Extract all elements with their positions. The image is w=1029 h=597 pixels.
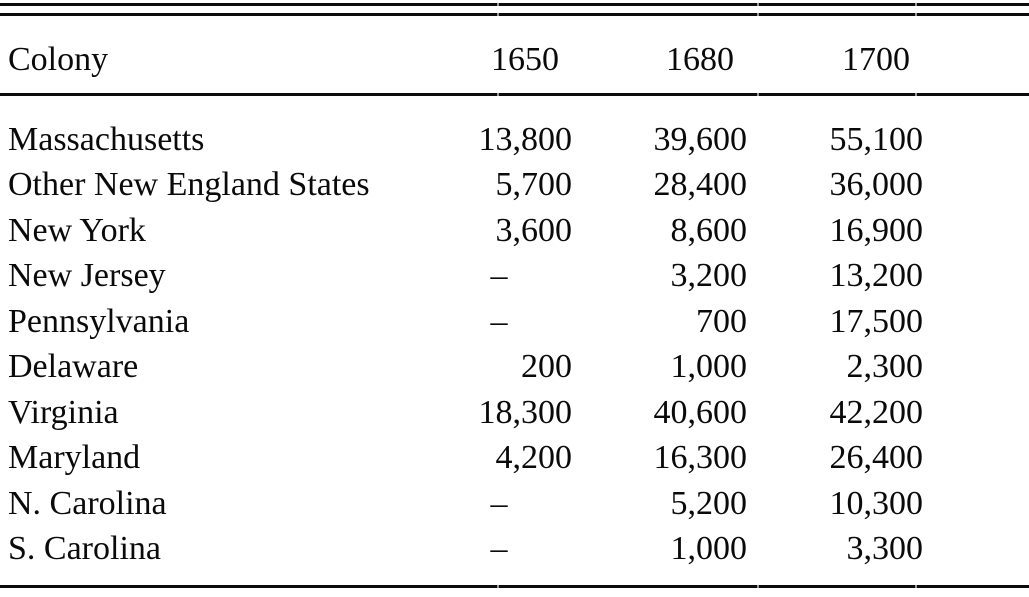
- cell-1680-value: 39,600: [653, 120, 748, 158]
- cell-1700-value: 13,200: [829, 257, 924, 295]
- cell-trailing-space: [923, 254, 1029, 300]
- cell-trailing-space: [923, 299, 1029, 345]
- cell-1680-value: 700: [696, 302, 747, 340]
- cell-1700-value: 26,400: [829, 439, 924, 477]
- cell-1650-value: 5,700: [495, 166, 573, 204]
- table-row: N. Carolina – 5,200 10,300: [0, 481, 1029, 527]
- cell-1700-value: 55,100: [829, 120, 924, 158]
- column-header-1700: 1700: [842, 40, 910, 78]
- cell-colony-name: S. Carolina: [8, 530, 161, 568]
- cell-colony-name: New Jersey: [8, 257, 166, 295]
- cell-1700-value: 16,900: [829, 211, 924, 249]
- cell-1680-value: 8,600: [670, 211, 748, 249]
- spacer-row: [0, 93, 1029, 117]
- table-row: Delaware 200 1,000 2,300: [0, 345, 1029, 391]
- table-row: Massachusetts 13,800 39,600 55,100: [0, 117, 1029, 163]
- cell-1700-value: 42,200: [829, 393, 924, 431]
- cell-colony-name: Other New England States: [8, 166, 370, 204]
- column-divider-tick: [757, 93, 759, 96]
- cell-1680-value: 1,000: [670, 530, 748, 568]
- cell-1680-value: 5,200: [670, 484, 748, 522]
- cell-trailing-space: [923, 117, 1029, 163]
- cell-1650-value: –: [490, 484, 508, 522]
- cell-trailing-space: [923, 345, 1029, 391]
- table-row: Maryland 4,200 16,300 26,400: [0, 436, 1029, 482]
- cell-colony-name: N. Carolina: [8, 484, 167, 522]
- column-divider-tick: [497, 585, 499, 588]
- cell-1650-value: –: [490, 530, 508, 568]
- cell-1650-value: 200: [521, 348, 572, 386]
- cell-1700-value: 10,300: [829, 484, 924, 522]
- column-divider-tick: [757, 585, 759, 588]
- column-header-colony: Colony: [8, 40, 109, 78]
- column-header-1650: 1650: [491, 40, 559, 78]
- cell-1680-value: 40,600: [653, 393, 748, 431]
- cell-colony-name: Massachusetts: [8, 120, 205, 158]
- cell-1650-value: 3,600: [495, 211, 573, 249]
- column-header-1680: 1680: [666, 40, 734, 78]
- header-row: Colony 1650 1680 1700: [0, 0, 1029, 93]
- table-row: New Jersey – 3,200 13,200: [0, 254, 1029, 300]
- cell-1680-value: 3,200: [670, 257, 748, 295]
- cell-1650-value: 18,300: [478, 393, 573, 431]
- cell-trailing-space: [923, 163, 1029, 209]
- column-divider-tick: [757, 13, 759, 16]
- cell-1700-value: 3,300: [846, 530, 924, 568]
- cell-1700-value: 17,500: [829, 302, 924, 340]
- column-divider-tick: [915, 13, 917, 16]
- cell-colony-name: Virginia: [8, 393, 119, 431]
- column-divider-tick: [915, 3, 917, 6]
- cell-1650-value: 13,800: [478, 120, 573, 158]
- cell-1680-value: 28,400: [653, 166, 748, 204]
- column-divider-tick: [915, 93, 917, 96]
- cell-trailing-space: [923, 208, 1029, 254]
- table-row: Pennsylvania – 700 17,500: [0, 299, 1029, 345]
- table-body: Massachusetts 13,800 39,600 55,100 Other…: [0, 93, 1029, 572]
- cell-1650-value: –: [490, 302, 508, 340]
- colonial-population-table: Colony 1650 1680 1700 Massachusetts 13,8…: [0, 0, 1029, 572]
- column-divider-tick: [497, 3, 499, 6]
- table-row: New York 3,600 8,600 16,900: [0, 208, 1029, 254]
- table-row: S. Carolina – 1,000 3,300: [0, 527, 1029, 573]
- table-header: Colony 1650 1680 1700: [0, 0, 1029, 93]
- cell-1650-value: –: [490, 257, 508, 295]
- column-divider-tick: [497, 13, 499, 16]
- column-divider-tick: [757, 3, 759, 6]
- column-divider-tick: [915, 585, 917, 588]
- cell-colony-name: Maryland: [8, 439, 141, 477]
- table-row: Virginia 18,300 40,600 42,200: [0, 390, 1029, 436]
- cell-1650-value: 4,200: [495, 439, 573, 477]
- cell-trailing-space: [923, 527, 1029, 573]
- top-rule-upper: [0, 3, 1029, 6]
- cell-1700-value: 2,300: [846, 348, 924, 386]
- cell-1680-value: 1,000: [670, 348, 748, 386]
- cell-1700-value: 36,000: [829, 166, 924, 204]
- column-divider-tick: [497, 93, 499, 96]
- table-row: Other New England States 5,700 28,400 36…: [0, 163, 1029, 209]
- cell-colony-name: New York: [8, 211, 146, 249]
- cell-colony-name: Delaware: [8, 348, 139, 386]
- cell-trailing-space: [923, 436, 1029, 482]
- bottom-rule: [0, 585, 1029, 588]
- cell-trailing-space: [923, 390, 1029, 436]
- cell-trailing-space: [923, 481, 1029, 527]
- header-rule: [0, 93, 1029, 96]
- cell-1680-value: 16,300: [653, 439, 748, 477]
- cell-colony-name: Pennsylvania: [8, 302, 190, 340]
- top-rule-lower: [0, 13, 1029, 16]
